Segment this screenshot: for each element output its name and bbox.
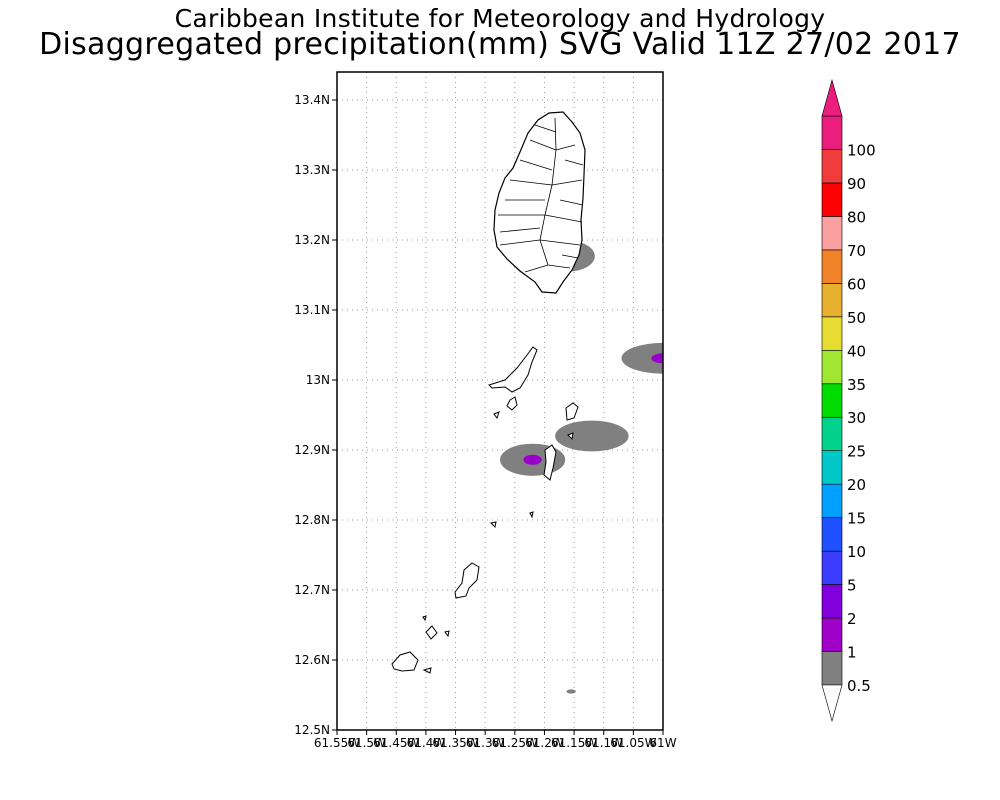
- colorbar-level-label: 40: [847, 342, 866, 360]
- lon-tick-label: 61.55W: [314, 736, 360, 750]
- lon-tick-label: 61.3W: [466, 736, 505, 750]
- lon-tick-label: 61.2W: [525, 736, 564, 750]
- latitude-ticks: 13.4N 13.3N 13.2N 13.1N 13N 12.9N 12.8N 12.7N 12…: [294, 93, 337, 737]
- island-small-2: [567, 432, 574, 441]
- colorbar-swatch: [821, 216, 843, 251]
- colorbar-swatch: [821, 416, 843, 452]
- colorbar-under-arrow: [821, 684, 843, 723]
- map-gridlines: [336, 72, 664, 731]
- colorbar-swatch: [821, 283, 843, 318]
- lat-tick-label: 13.1N: [294, 303, 330, 317]
- colorbar-level-label: 35: [847, 376, 866, 394]
- island-carriacou: [391, 651, 419, 672]
- island-st-vincent: [493, 111, 586, 294]
- lat-tick-label: 12.6N: [294, 653, 330, 667]
- colorbar-level-label: 0.5: [847, 677, 871, 695]
- island-bequia: [488, 346, 538, 393]
- precip-area: [621, 342, 663, 374]
- colorbar-swatch: [821, 550, 843, 585]
- precip-area: [555, 420, 629, 452]
- island-coastlines: [391, 111, 586, 674]
- colorbar-level-label: 20: [847, 476, 866, 494]
- st-vincent-watersheds: [498, 117, 584, 273]
- precip-core: [523, 454, 542, 465]
- lon-tick-label: 61.1W: [584, 736, 623, 750]
- lon-tick-label: 61.05W: [610, 736, 656, 750]
- colorbar-swatch: [821, 115, 843, 150]
- precipitation-shading: [499, 240, 663, 694]
- colorbar-level-label: 100: [847, 141, 876, 159]
- colorbar-level-label: 5: [847, 577, 857, 595]
- colorbar-level-label: 2: [847, 610, 857, 628]
- lon-tick-label: 61.5W: [347, 736, 386, 750]
- longitude-ticks: 61.55W61.5W61.45W61.4W61.35W61.3W61.25W6…: [314, 730, 677, 750]
- colorbar-level-label: 80: [847, 208, 866, 226]
- lon-tick-label: 61.35W: [432, 736, 478, 750]
- colorbar-level-label: 70: [847, 242, 866, 260]
- lat-tick-label: 12.7N: [294, 583, 330, 597]
- lat-tick-label: 13.4N: [294, 93, 330, 107]
- colorbar-swatch: [821, 182, 843, 217]
- island-balliceaux: [565, 402, 579, 421]
- lon-tick-label: 61.45W: [373, 736, 419, 750]
- precip-core: [651, 353, 663, 364]
- colorbar-level-label: 15: [847, 510, 866, 528]
- lat-tick-label: 13N: [306, 373, 330, 387]
- lon-tick-label: 61.4W: [407, 736, 446, 750]
- map-frame: [336, 71, 664, 731]
- lon-tick-label: 61.15W: [551, 736, 597, 750]
- island-small-7: [422, 667, 432, 674]
- lat-tick-label: 12.8N: [294, 513, 330, 527]
- colorbar-swatch: [821, 651, 843, 686]
- colorbar-swatch: [821, 316, 843, 351]
- colorbar-swatch: [821, 149, 843, 184]
- colorbar-swatch: [821, 483, 843, 518]
- lat-tick-label: 12.9N: [294, 443, 330, 457]
- colorbar-swatch: [821, 249, 843, 284]
- island-carriacou-north: [425, 625, 438, 640]
- colorbar-swatch: [821, 584, 843, 619]
- lon-tick-label: 61W: [649, 736, 676, 750]
- colorbar-swatch: [821, 383, 843, 418]
- colorbar-level-label: 25: [847, 443, 866, 461]
- colorbar-swatch: [821, 349, 843, 385]
- island-small-6: [422, 615, 427, 622]
- colorbar-level-label: 10: [847, 543, 866, 561]
- colorbar-swatch: [821, 517, 843, 552]
- lon-tick-label: 61.25W: [492, 736, 538, 750]
- island-union: [454, 562, 480, 599]
- island-mustique: [506, 396, 518, 411]
- lat-tick-label: 13.3N: [294, 163, 330, 177]
- colorbar-level-label: 90: [847, 175, 866, 193]
- island-small-1: [493, 411, 500, 420]
- island-small-4: [529, 511, 534, 519]
- title-line-1: Caribbean Institute for Meteorology and …: [174, 4, 826, 33]
- colorbar-swatch: [821, 450, 843, 485]
- colorbar-level-label: 30: [847, 409, 866, 427]
- lat-tick-label: 12.5N: [294, 723, 330, 737]
- colorbar-level-label: 60: [847, 275, 866, 293]
- island-small-5: [444, 630, 450, 638]
- precip-area: [566, 689, 576, 694]
- colorbar-over-arrow: [821, 78, 843, 117]
- title-line-2: Disaggregated precipitation(mm) SVG Vali…: [39, 27, 961, 62]
- island-small-3: [489, 521, 497, 529]
- colorbar-level-label: 1: [847, 644, 857, 662]
- colorbar-level-label: 50: [847, 309, 866, 327]
- lat-tick-label: 13.2N: [294, 233, 330, 247]
- island-canouan: [543, 444, 557, 481]
- colorbar-swatch: [821, 617, 843, 652]
